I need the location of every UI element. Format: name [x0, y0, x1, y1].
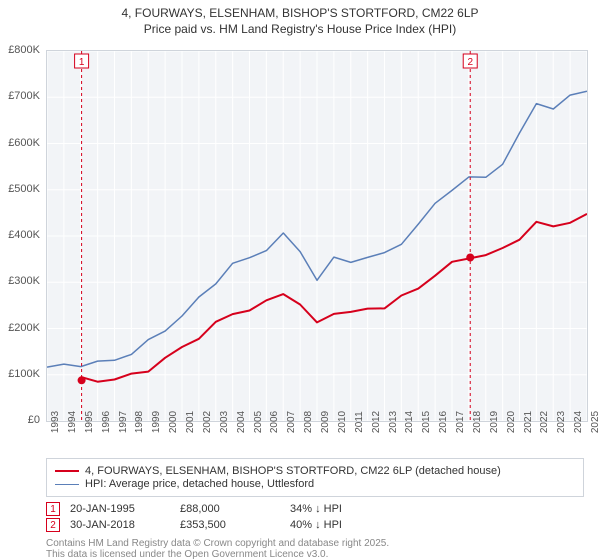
- x-tick-label: 2012: [371, 411, 382, 433]
- y-tick-label: £500K: [8, 183, 40, 195]
- y-tick-label: £200K: [8, 322, 40, 334]
- x-tick-label: 2006: [269, 411, 280, 433]
- x-tick-label: 1997: [118, 411, 129, 433]
- x-tick-label: 1999: [151, 411, 162, 433]
- x-tick-label: 2023: [556, 411, 567, 433]
- title-line-1: 4, FOURWAYS, ELSENHAM, BISHOP'S STORTFOR…: [0, 6, 600, 22]
- legend-item: 4, FOURWAYS, ELSENHAM, BISHOP'S STORTFOR…: [55, 465, 575, 477]
- y-tick-label: £600K: [8, 137, 40, 149]
- x-tick-label: 2020: [506, 411, 517, 433]
- y-tick-label: £100K: [8, 368, 40, 380]
- x-tick-label: 1994: [67, 411, 78, 433]
- x-tick-label: 2015: [421, 411, 432, 433]
- x-tick-label: 2007: [286, 411, 297, 433]
- footnote: Contains HM Land Registry data © Crown c…: [46, 538, 584, 560]
- legend-swatch: [55, 484, 79, 485]
- x-tick-label: 2009: [320, 411, 331, 433]
- point-date: 20-JAN-1995: [70, 503, 170, 515]
- x-tick-label: 2021: [523, 411, 534, 433]
- x-tick-label: 2010: [337, 411, 348, 433]
- y-tick-label: £800K: [8, 44, 40, 56]
- x-tick-label: 2002: [202, 411, 213, 433]
- chart-svg: 12: [47, 51, 587, 421]
- y-tick-label: £300K: [8, 275, 40, 287]
- point-date: 30-JAN-2018: [70, 519, 170, 531]
- point-badge: 1: [46, 502, 60, 516]
- x-tick-label: 2022: [539, 411, 550, 433]
- legend-label: HPI: Average price, detached house, Uttl…: [85, 478, 314, 490]
- legend-swatch: [55, 470, 79, 472]
- data-point-row: 1 20-JAN-1995 £88,000 34% ↓ HPI: [46, 502, 584, 516]
- x-tick-label: 2013: [388, 411, 399, 433]
- x-tick-label: 2003: [219, 411, 230, 433]
- svg-text:2: 2: [467, 57, 473, 68]
- footnote-line-1: Contains HM Land Registry data © Crown c…: [46, 538, 584, 549]
- x-tick-label: 2024: [573, 411, 584, 433]
- x-tick-label: 1993: [50, 411, 61, 433]
- y-tick-label: £0: [28, 414, 40, 426]
- data-point-row: 2 30-JAN-2018 £353,500 40% ↓ HPI: [46, 518, 584, 532]
- x-tick-label: 2018: [472, 411, 483, 433]
- chart-container: 4, FOURWAYS, ELSENHAM, BISHOP'S STORTFOR…: [0, 0, 600, 560]
- x-tick-label: 2000: [168, 411, 179, 433]
- footnote-line-2: This data is licensed under the Open Gov…: [46, 549, 584, 560]
- point-badge: 2: [46, 518, 60, 532]
- point-delta: 40% ↓ HPI: [290, 519, 390, 531]
- x-tick-label: 2025: [590, 411, 600, 433]
- y-axis-labels: £0£100K£200K£300K£400K£500K£600K£700K£80…: [0, 50, 44, 420]
- x-axis-labels: 1993199419951996199719981999200020012002…: [46, 422, 586, 462]
- x-tick-label: 1995: [84, 411, 95, 433]
- x-tick-label: 1996: [101, 411, 112, 433]
- title-line-2: Price paid vs. HM Land Registry's House …: [0, 22, 600, 38]
- point-delta: 34% ↓ HPI: [290, 503, 390, 515]
- legend-label: 4, FOURWAYS, ELSENHAM, BISHOP'S STORTFOR…: [85, 465, 501, 477]
- x-tick-label: 2016: [438, 411, 449, 433]
- x-tick-label: 2005: [253, 411, 264, 433]
- x-tick-label: 2017: [455, 411, 466, 433]
- svg-text:1: 1: [79, 57, 85, 68]
- x-tick-label: 2001: [185, 411, 196, 433]
- x-tick-label: 2004: [236, 411, 247, 433]
- point-price: £88,000: [180, 503, 280, 515]
- x-tick-label: 2011: [354, 411, 365, 433]
- x-tick-label: 2019: [489, 411, 500, 433]
- point-price: £353,500: [180, 519, 280, 531]
- x-tick-label: 2014: [404, 411, 415, 433]
- y-tick-label: £400K: [8, 229, 40, 241]
- y-tick-label: £700K: [8, 90, 40, 102]
- legend-item: HPI: Average price, detached house, Uttl…: [55, 478, 575, 490]
- x-tick-label: 1998: [134, 411, 145, 433]
- data-point-table: 1 20-JAN-1995 £88,000 34% ↓ HPI 2 30-JAN…: [46, 500, 584, 534]
- x-tick-label: 2008: [303, 411, 314, 433]
- plot-area: 12: [46, 50, 588, 422]
- legend: 4, FOURWAYS, ELSENHAM, BISHOP'S STORTFOR…: [46, 458, 584, 497]
- chart-title: 4, FOURWAYS, ELSENHAM, BISHOP'S STORTFOR…: [0, 0, 600, 37]
